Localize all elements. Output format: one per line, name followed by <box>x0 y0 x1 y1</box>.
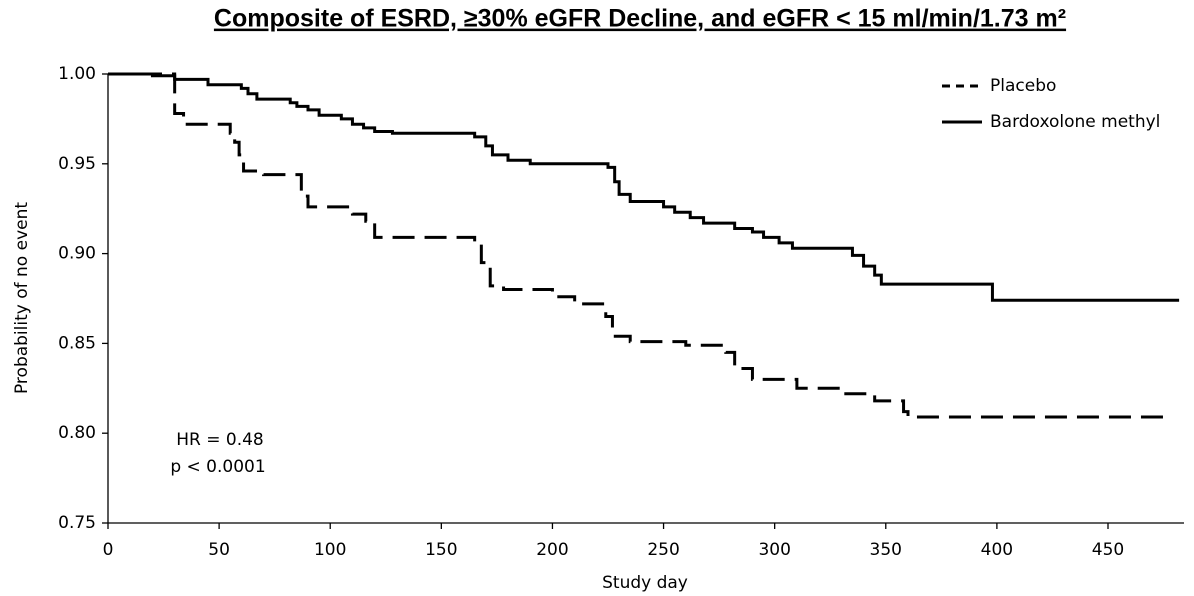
survival-curve <box>108 72 1171 419</box>
x-tick-label: 450 <box>1092 540 1124 560</box>
legend-label: Placebo <box>990 76 1056 96</box>
y-tick-label: 0.80 <box>58 423 96 443</box>
x-tick-label: 100 <box>314 540 346 560</box>
y-tick-label: 0.75 <box>58 513 96 533</box>
y-tick-label: 1.00 <box>58 64 96 84</box>
annotation: HR = 0.48 <box>176 430 264 450</box>
y-tick-label: 0.85 <box>58 333 96 353</box>
x-axis-label: Study day <box>602 573 688 593</box>
legend-label: Bardoxolone methyl <box>990 112 1160 132</box>
x-tick-label: 50 <box>208 540 230 560</box>
y-tick-label: 0.95 <box>58 154 96 174</box>
x-tick-label: 200 <box>536 540 568 560</box>
y-axis-label: Probability of no event <box>12 202 32 394</box>
survival-curve <box>108 72 1180 302</box>
annotation: p < 0.0001 <box>170 457 265 477</box>
x-tick-label: 0 <box>103 540 114 560</box>
x-tick-label: 350 <box>870 540 902 560</box>
x-tick-label: 300 <box>758 540 790 560</box>
x-tick-label: 250 <box>647 540 679 560</box>
x-tick-label: 400 <box>981 540 1013 560</box>
y-tick-label: 0.90 <box>58 244 96 264</box>
x-tick-label: 150 <box>425 540 457 560</box>
chart-title: Composite of ESRD, ≥30% eGFR Decline, an… <box>214 5 1066 33</box>
